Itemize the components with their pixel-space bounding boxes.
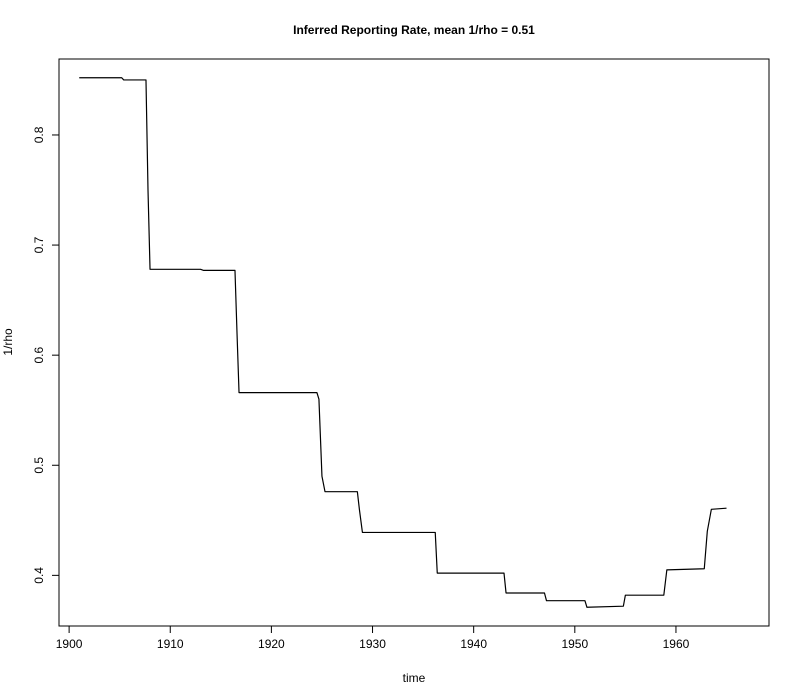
y-tick-label: 0.4 [32, 567, 46, 584]
x-axis: 1900 1910 1920 1930 1940 1950 1960 [56, 625, 690, 651]
x-tick-label: 1920 [258, 637, 285, 651]
series-line [79, 77, 727, 608]
plot-frame [58, 58, 770, 627]
x-tick-label: 1930 [359, 637, 386, 651]
y-tick-label: 0.6 [32, 346, 46, 363]
y-tick-label: 0.5 [32, 457, 46, 474]
x-tick-label: 1950 [561, 637, 588, 651]
x-tick-label: 1910 [157, 637, 184, 651]
x-axis-label: time [403, 671, 426, 685]
chart-title: Inferred Reporting Rate, mean 1/rho = 0.… [293, 23, 535, 37]
x-tick-label: 1940 [460, 637, 487, 651]
x-tick-label: 1960 [663, 637, 690, 651]
y-axis-label: 1/rho [1, 328, 15, 356]
y-tick-label: 0.7 [32, 236, 46, 253]
y-tick-label: 0.8 [32, 126, 46, 143]
y-axis: 0.4 0.5 0.6 0.7 0.8 [32, 126, 60, 584]
series-layer [79, 77, 727, 608]
x-tick-label: 1900 [56, 637, 83, 651]
